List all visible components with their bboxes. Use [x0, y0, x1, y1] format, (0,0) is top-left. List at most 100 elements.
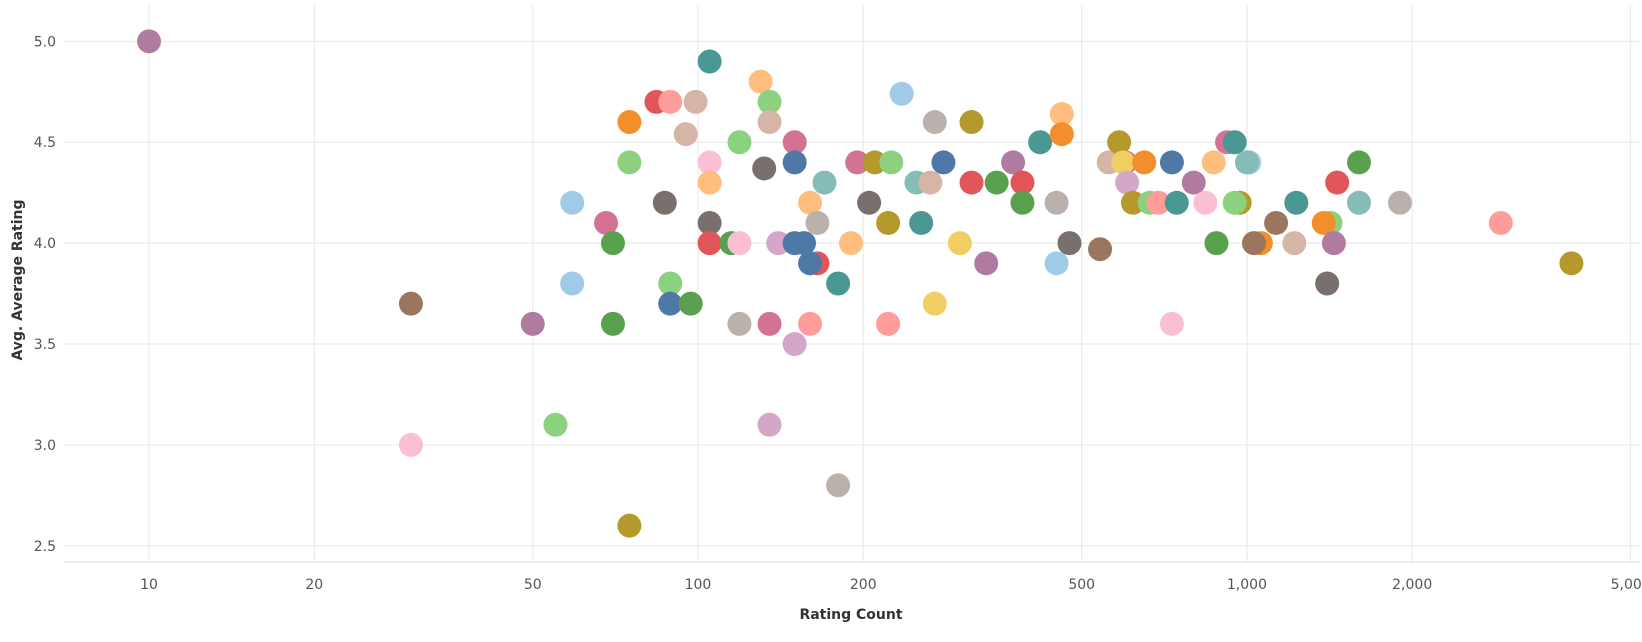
- y-axis-ticks: 2.5 3.0 3.5 4.0 4.5 5.0: [34, 34, 56, 555]
- x-tick-label: 1,000: [1227, 577, 1267, 593]
- data-point: [1159, 311, 1184, 336]
- data-point: [658, 271, 683, 296]
- data-point: [959, 170, 984, 195]
- data-point: [678, 291, 703, 316]
- data-point: [1282, 231, 1307, 256]
- data-point: [812, 170, 837, 195]
- data-point: [1201, 150, 1226, 175]
- data-point: [1488, 210, 1513, 235]
- data-point: [1120, 190, 1145, 215]
- data-point: [876, 311, 901, 336]
- data-point: [1346, 190, 1371, 215]
- x-tick-label: 2,000: [1392, 577, 1432, 593]
- x-tick-label: 500: [1068, 577, 1095, 593]
- data-point: [974, 251, 999, 276]
- data-point: [1044, 190, 1069, 215]
- data-point: [782, 130, 807, 155]
- data-point: [826, 473, 851, 498]
- data-point: [798, 190, 823, 215]
- data-point: [1146, 190, 1171, 215]
- data-point: [1010, 170, 1035, 195]
- y-axis-title: Avg. Average Rating: [10, 199, 26, 360]
- data-point: [1181, 170, 1206, 195]
- data-point: [792, 231, 817, 256]
- data-point: [757, 89, 782, 114]
- data-points: [137, 29, 1584, 538]
- data-point: [652, 190, 677, 215]
- data-point: [1164, 190, 1189, 215]
- data-point: [798, 251, 823, 276]
- data-point: [1234, 150, 1259, 175]
- data-point: [922, 291, 947, 316]
- data-point: [1387, 190, 1412, 215]
- data-point: [617, 513, 642, 538]
- data-point: [697, 150, 722, 175]
- data-point: [748, 69, 773, 94]
- data-point: [931, 150, 956, 175]
- x-tick-label: 5,000: [1611, 577, 1642, 593]
- x-tick-label: 100: [685, 577, 712, 593]
- data-point: [1088, 237, 1113, 262]
- data-point: [543, 412, 568, 437]
- data-point: [752, 156, 777, 181]
- data-point: [1325, 170, 1350, 195]
- data-point: [658, 291, 683, 316]
- data-point: [697, 170, 722, 195]
- data-point: [1010, 190, 1035, 215]
- data-point: [757, 110, 782, 135]
- data-point: [673, 122, 698, 147]
- data-point: [1311, 210, 1336, 235]
- data-point: [845, 150, 870, 175]
- data-point: [826, 271, 851, 296]
- data-point: [697, 210, 722, 235]
- data-point: [984, 170, 1009, 195]
- data-point: [1028, 130, 1053, 155]
- data-point: [594, 210, 619, 235]
- x-axis-ticks: 10 20 50 100 200 500 1,000 2,000 5,000: [140, 577, 1642, 593]
- data-point: [1321, 231, 1346, 256]
- data-point: [782, 150, 807, 175]
- data-point: [757, 412, 782, 437]
- data-point: [876, 210, 901, 235]
- data-point: [1044, 251, 1069, 276]
- data-point: [600, 231, 625, 256]
- data-point: [727, 311, 752, 336]
- data-point: [1049, 101, 1074, 126]
- data-point: [617, 110, 642, 135]
- data-point: [1193, 190, 1218, 215]
- data-point: [1111, 150, 1136, 175]
- data-point: [727, 231, 752, 256]
- data-point: [1346, 150, 1371, 175]
- data-point: [1049, 122, 1074, 147]
- y-tick-label: 4.0: [34, 236, 56, 252]
- data-point: [1315, 271, 1340, 296]
- data-point: [1132, 150, 1157, 175]
- x-tick-label: 20: [305, 577, 323, 593]
- x-tick-label: 50: [524, 577, 542, 593]
- y-tick-label: 4.5: [34, 135, 56, 151]
- data-point: [1159, 150, 1184, 175]
- data-point: [1241, 231, 1266, 256]
- data-point: [1001, 150, 1026, 175]
- data-point: [805, 210, 830, 235]
- data-point: [600, 311, 625, 336]
- data-point: [862, 150, 887, 175]
- data-point: [909, 210, 934, 235]
- data-point: [1264, 210, 1289, 235]
- data-point: [922, 110, 947, 135]
- data-point: [1057, 231, 1082, 256]
- data-point: [520, 311, 545, 336]
- x-tick-label: 200: [850, 577, 877, 593]
- data-point: [1204, 231, 1229, 256]
- data-point: [617, 150, 642, 175]
- data-point: [560, 190, 585, 215]
- data-point: [766, 231, 791, 256]
- x-tick-label: 10: [140, 577, 158, 593]
- y-tick-label: 5.0: [34, 34, 56, 50]
- data-point: [137, 29, 162, 54]
- y-tick-label: 3.5: [34, 337, 56, 353]
- y-tick-label: 2.5: [34, 539, 56, 555]
- data-point: [918, 170, 943, 195]
- data-point: [1222, 190, 1247, 215]
